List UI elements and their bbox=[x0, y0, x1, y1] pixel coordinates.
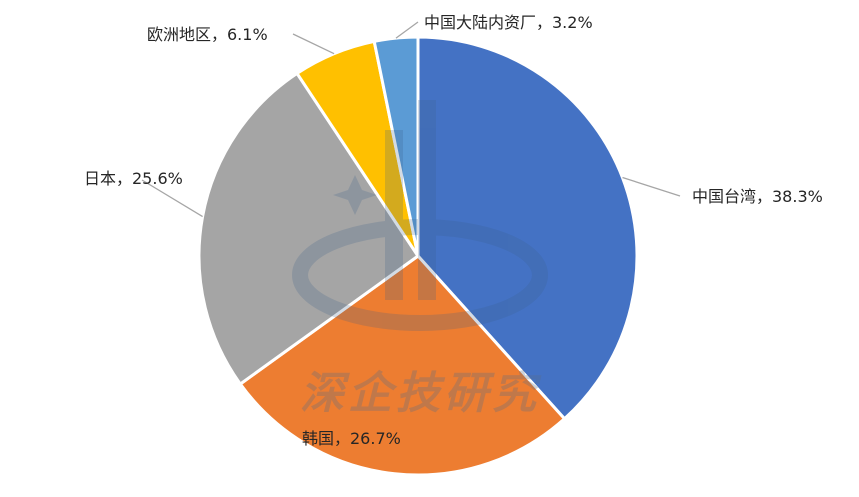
leader-line-4 bbox=[292, 33, 335, 55]
leader-line-3 bbox=[141, 179, 203, 218]
leader-line-1 bbox=[622, 176, 681, 197]
pie-slice-5 bbox=[372, 35, 420, 258]
slice-label-1: 中国台湾，38.3% bbox=[692, 187, 823, 206]
watermark-ring bbox=[292, 219, 548, 331]
watermark-text: 深企技研究 bbox=[300, 368, 542, 419]
slice-label-3: 日本，25.6% bbox=[84, 169, 183, 188]
leader-lines bbox=[141, 21, 681, 218]
slice-labels: 中国台湾，38.3% 韩国，26.7% 日本，25.6% 欧洲地区，6.1% 中国大陆内… bbox=[84, 13, 823, 448]
pie-slice-1 bbox=[416, 35, 639, 421]
watermark-bar-left bbox=[385, 130, 403, 300]
slice-label-4: 欧洲地区，6.1% bbox=[147, 25, 268, 44]
watermark-bar-right bbox=[418, 100, 436, 300]
pie-slices bbox=[197, 35, 639, 477]
leader-line-5 bbox=[395, 21, 419, 39]
slice-label-2: 韩国，26.7% bbox=[302, 429, 401, 448]
watermark-logo bbox=[292, 100, 548, 331]
slice-label-5: 中国大陆内资厂，3.2% bbox=[424, 13, 593, 32]
watermark-star-icon bbox=[333, 175, 377, 215]
pie-slice-3 bbox=[197, 71, 420, 386]
pie-slice-2 bbox=[238, 254, 566, 477]
